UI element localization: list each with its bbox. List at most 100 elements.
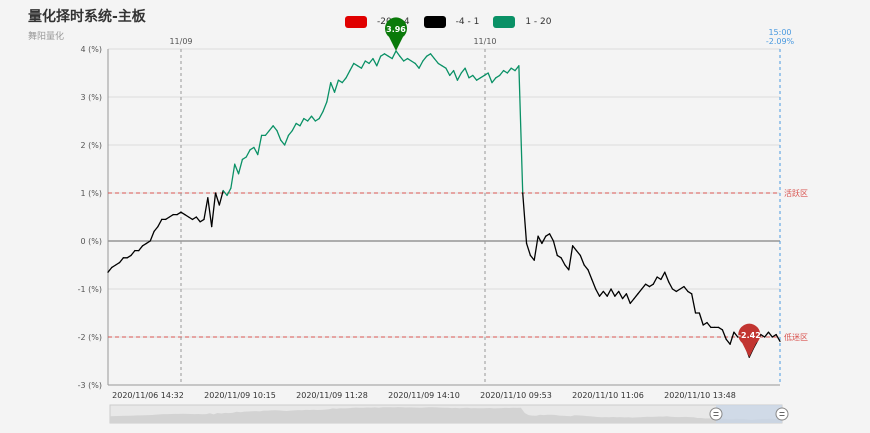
series-segment <box>706 321 712 329</box>
legend-item-mid[interactable]: -4 - 1 <box>423 16 479 28</box>
series-segment <box>115 261 121 266</box>
min-point-label: -2.42 <box>738 331 761 340</box>
series-segment <box>253 146 259 156</box>
series-segment <box>141 242 148 247</box>
series-segment <box>633 293 639 300</box>
series-segment <box>191 216 197 221</box>
y-tick-label: 0 (%) <box>81 237 102 246</box>
series-segment <box>426 53 432 57</box>
series-segment <box>667 281 674 290</box>
series-segment <box>222 189 228 197</box>
reference-label: 低迷区 <box>784 332 808 342</box>
series-segment <box>403 57 409 62</box>
y-axis: 4 (%) 3 (%) 2 (%) 1 (%) 0 (%) -1 (%) -2 (%) -3 … <box>78 45 109 390</box>
series-segment <box>510 67 516 72</box>
series-segment <box>545 233 551 237</box>
series-segment <box>656 276 662 281</box>
series-segment <box>356 65 363 69</box>
series-segment <box>230 163 236 189</box>
series-segment <box>218 189 224 206</box>
series-segment <box>126 254 132 259</box>
series-segment <box>541 235 547 245</box>
series-segment <box>280 139 286 146</box>
y-tick-label: 2 (%) <box>81 141 102 150</box>
series-segment <box>587 269 593 281</box>
series-segment <box>157 218 163 228</box>
series-segment <box>548 233 555 242</box>
legend-label-high: 1 - 20 <box>525 17 552 27</box>
series-segment <box>637 288 643 295</box>
x-tick-label: 2020/11/09 14:10 <box>388 391 460 400</box>
series-segment <box>226 187 232 197</box>
series-segment <box>675 288 681 293</box>
series-segment <box>433 57 439 65</box>
x-tick-label: 2020/11/09 10:15 <box>204 391 276 400</box>
chart-subtitle: 舞阳量化 <box>28 32 65 42</box>
series-segment <box>330 81 336 93</box>
series-segment <box>399 55 405 62</box>
series-segment <box>437 62 443 67</box>
series-segment <box>575 249 581 257</box>
series-segment <box>687 290 693 295</box>
series-segment <box>422 55 428 62</box>
extreme-markers: 3.96 -2.42 <box>384 17 761 358</box>
grid <box>108 48 780 386</box>
series-segment <box>368 57 374 65</box>
end-marker-value: -2.09% <box>766 37 795 46</box>
x-tick-label: 2020/11/09 11:28 <box>296 391 368 400</box>
series-segment <box>472 74 478 81</box>
zoom-handle-right[interactable] <box>775 407 789 421</box>
series-segment <box>483 72 489 77</box>
series-segment <box>460 67 466 74</box>
series-segment <box>702 321 708 326</box>
legend-item-high[interactable]: 1 - 20 <box>493 16 551 28</box>
series-segment <box>506 67 512 74</box>
series-segment <box>691 293 697 314</box>
zoom-preview <box>110 407 782 423</box>
min-point-pin <box>738 323 761 358</box>
series-segment <box>664 271 670 283</box>
series-segment <box>568 245 574 271</box>
series-segment <box>629 297 635 305</box>
day-marker-label: 11/09 <box>169 37 192 46</box>
series-segment <box>406 57 413 62</box>
series-segment <box>164 216 171 221</box>
series-segment <box>145 240 151 245</box>
series-segment <box>644 283 651 288</box>
series-segment <box>598 290 605 297</box>
y-tick-label: -3 (%) <box>78 381 102 390</box>
series-segment <box>671 288 677 293</box>
series-segment <box>514 65 520 72</box>
y-tick-label: 1 (%) <box>81 189 102 198</box>
series-segment <box>537 235 543 245</box>
series-line <box>107 50 781 358</box>
series-segment <box>614 290 620 297</box>
legend-swatch-high <box>493 16 516 28</box>
zoom-window <box>716 405 782 423</box>
series-segment <box>502 69 509 74</box>
max-point-pin <box>384 17 408 51</box>
series-segment <box>276 129 282 141</box>
series-segment <box>333 79 340 93</box>
series-segment <box>660 271 666 281</box>
series-segment <box>487 72 493 84</box>
series-segment <box>180 211 186 216</box>
series-segment <box>479 74 485 79</box>
series-segment <box>203 197 209 221</box>
series-segment <box>187 216 194 221</box>
series-segment <box>337 79 343 84</box>
zoom-handle-left[interactable] <box>709 407 723 421</box>
series-segment <box>591 278 597 290</box>
series-segment <box>767 331 773 338</box>
series-segment <box>130 249 136 257</box>
series-segment <box>318 110 324 120</box>
series-segment <box>652 276 658 285</box>
series-segment <box>241 156 247 161</box>
data-zoom-slider[interactable] <box>109 404 789 424</box>
series-segment <box>138 245 144 252</box>
series-segment <box>618 290 624 300</box>
series-segment <box>595 288 601 297</box>
series-segment <box>383 53 389 57</box>
